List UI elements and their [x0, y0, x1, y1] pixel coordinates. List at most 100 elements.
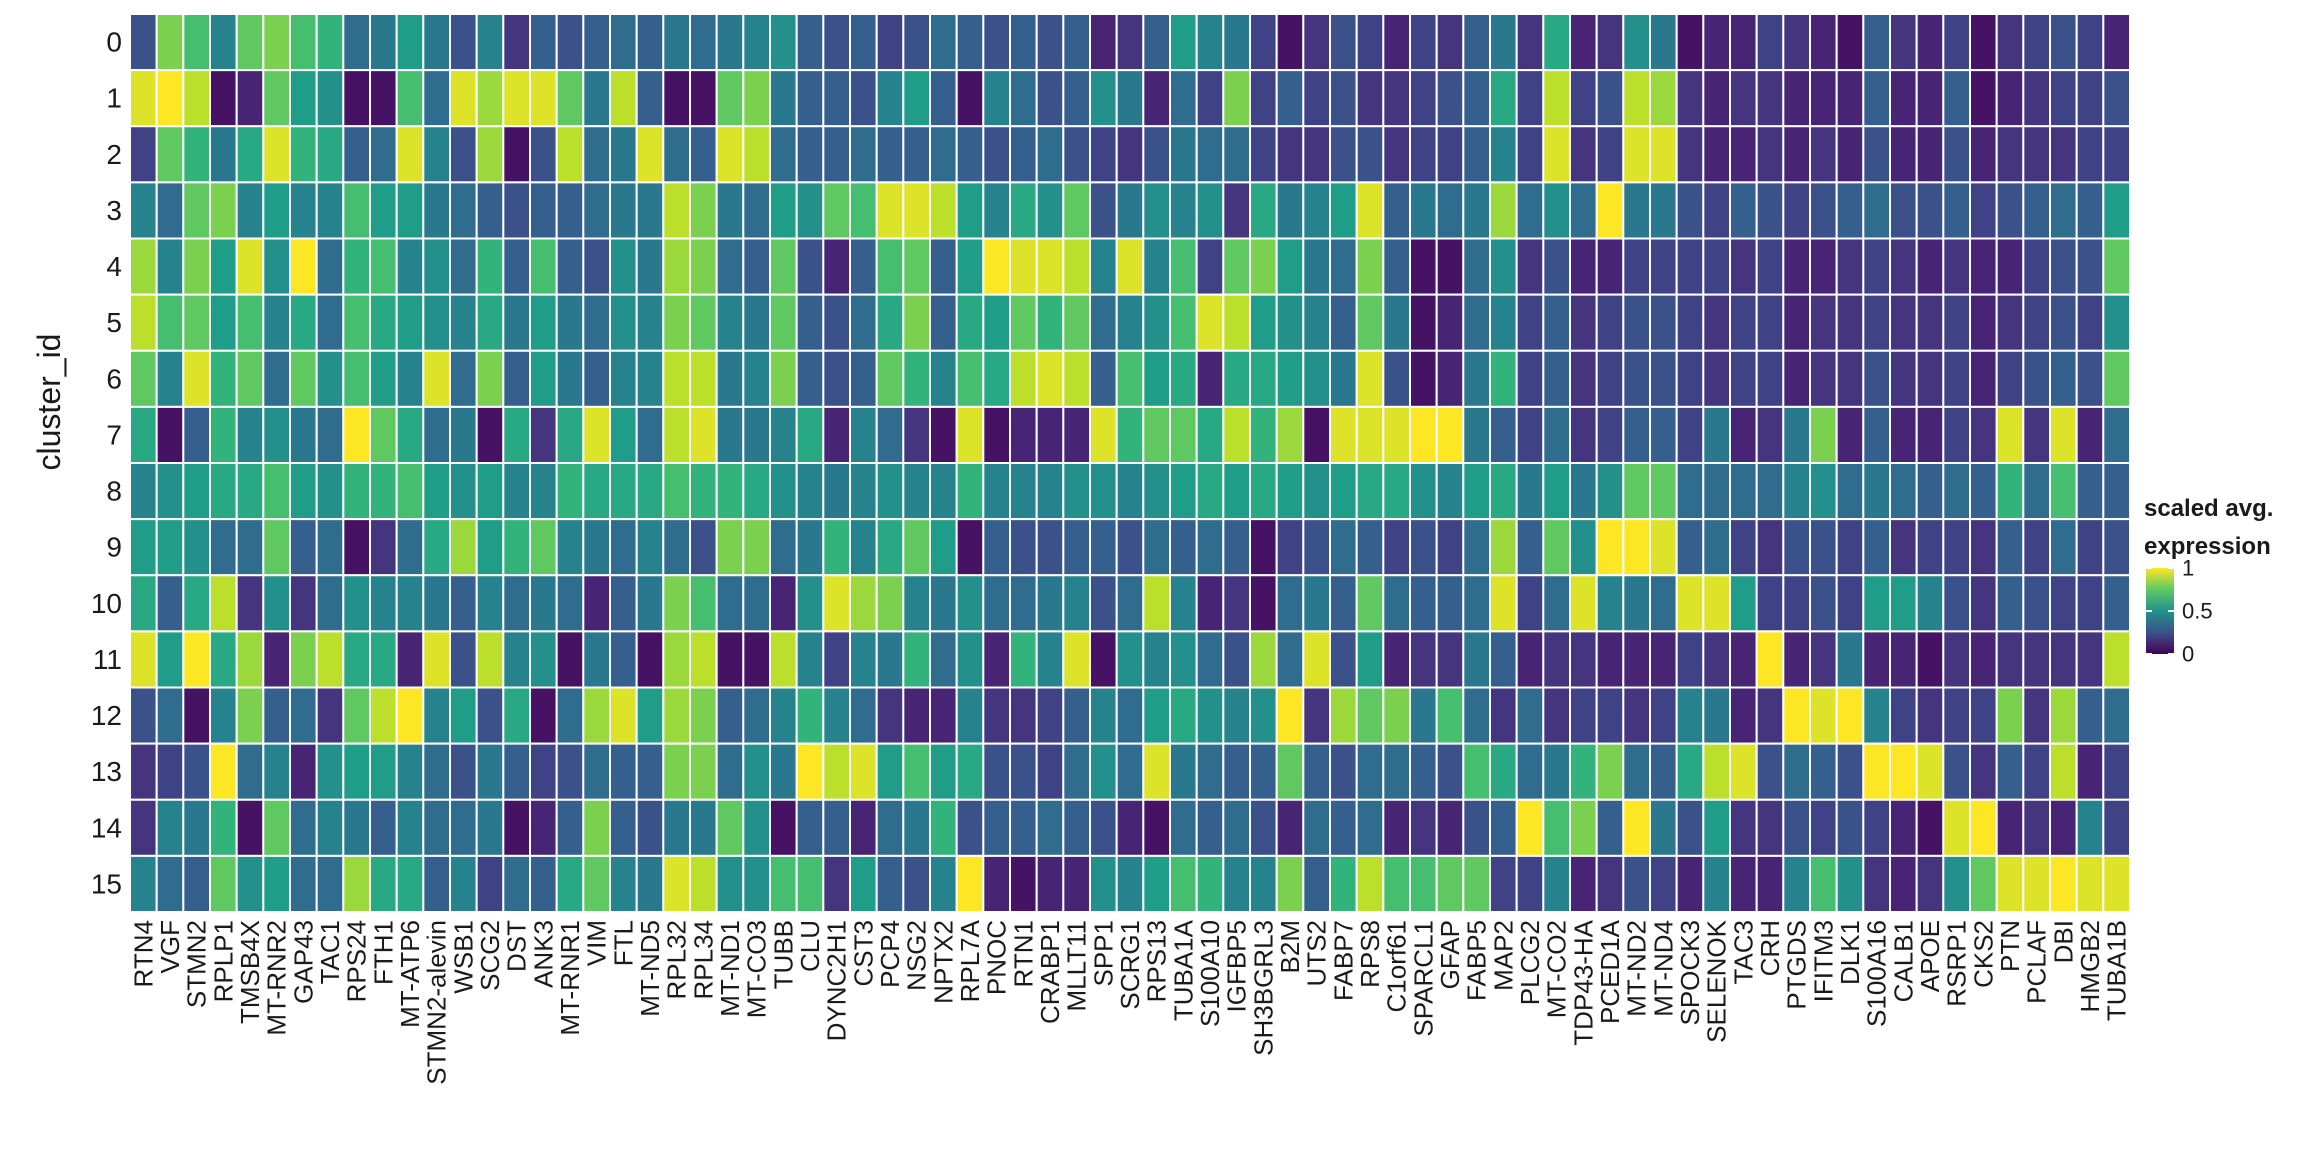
heatmap-cell — [1462, 293, 1491, 352]
heatmap-cell — [2075, 854, 2105, 914]
heatmap-cell — [182, 854, 212, 914]
gene-tick-label: SCG2 — [475, 920, 505, 991]
heatmap-cell — [182, 742, 212, 801]
heatmap-cell — [769, 462, 798, 521]
heatmap-cell — [502, 686, 531, 745]
heatmap-cell — [662, 854, 692, 914]
heatmap-cell — [1409, 293, 1438, 352]
heatmap-cell — [1915, 349, 1945, 408]
heatmap-cell — [369, 13, 398, 72]
heatmap-cell — [1062, 69, 1091, 128]
heatmap-cell — [1809, 798, 1838, 857]
heatmap-cell — [369, 518, 398, 577]
heatmap-cell — [315, 125, 345, 184]
heatmap-cell — [1489, 742, 1518, 801]
heatmap-cell — [289, 518, 318, 577]
heatmap-cell — [1515, 742, 1545, 801]
heatmap-cell — [902, 798, 932, 857]
heatmap-cell — [1382, 125, 1411, 184]
heatmap-cell — [289, 798, 318, 857]
heatmap-cell — [582, 237, 612, 296]
heatmap-cell — [2102, 798, 2132, 857]
heatmap-cell — [1862, 518, 1891, 577]
heatmap-cell — [1755, 349, 1785, 408]
heatmap-cell — [1782, 349, 1811, 408]
heatmap-cell — [1115, 349, 1145, 408]
gene-tick-label: NSG2 — [902, 920, 932, 991]
heatmap-cell — [1809, 686, 1838, 745]
heatmap-cell — [2022, 518, 2051, 577]
heatmap-cell — [1595, 574, 1625, 633]
heatmap-cell — [1382, 349, 1411, 408]
heatmap-cell — [315, 462, 345, 521]
heatmap-cell — [2102, 630, 2132, 689]
heatmap-cell — [689, 13, 718, 72]
heatmap-cell — [1275, 349, 1305, 408]
heatmap-cell — [1515, 125, 1545, 184]
heatmap-cell — [1275, 462, 1305, 521]
heatmap-cell — [395, 13, 425, 72]
heatmap-cell — [1035, 574, 1065, 633]
heatmap-cell — [502, 462, 531, 521]
heatmap-cell — [1329, 13, 1358, 72]
heatmap-cell — [849, 293, 878, 352]
heatmap-cell — [1062, 574, 1091, 633]
heatmap-cell — [582, 293, 612, 352]
heatmap-cell — [129, 574, 158, 633]
heatmap-cell — [2022, 742, 2051, 801]
heatmap-cell — [2075, 742, 2105, 801]
heatmap-cell — [1862, 462, 1891, 521]
heatmap-cell — [1515, 293, 1545, 352]
heatmap-cell — [715, 462, 745, 521]
heatmap-cell — [1275, 405, 1305, 465]
heatmap-cell — [2075, 125, 2105, 184]
heatmap-cell — [1195, 13, 1225, 72]
heatmap-cell — [235, 686, 265, 745]
heatmap-cell — [795, 742, 825, 801]
heatmap-cell — [449, 349, 478, 408]
heatmap-cell — [555, 854, 585, 914]
legend-tick-label: 1 — [2182, 556, 2194, 581]
legend-ticks: 10.50 — [2146, 556, 2213, 667]
heatmap-cell — [1435, 462, 1465, 521]
heatmap-cell — [1995, 69, 2025, 128]
heatmap-cell — [529, 462, 558, 521]
heatmap-cell — [342, 69, 371, 128]
heatmap-cell — [1542, 181, 1571, 240]
heatmap-cell — [422, 293, 451, 352]
heatmap-cell — [449, 742, 478, 801]
heatmap-cell — [1755, 293, 1785, 352]
heatmap-cell — [1142, 630, 1171, 689]
heatmap-cell — [1595, 69, 1625, 128]
heatmap-cell — [1382, 574, 1411, 633]
heatmap-cell — [262, 125, 291, 184]
heatmap-cell — [2049, 13, 2078, 72]
heatmap-cell — [1969, 462, 1998, 521]
heatmap-cell — [1702, 462, 1731, 521]
heatmap-cell — [982, 462, 1012, 521]
heatmap-cell — [1009, 405, 1038, 465]
heatmap-cell — [849, 125, 878, 184]
heatmap-cell — [1622, 13, 1651, 72]
heatmap-cell — [1782, 742, 1811, 801]
heatmap-cell — [262, 798, 291, 857]
heatmap-cell — [609, 13, 638, 72]
heatmap-cell — [849, 798, 878, 857]
heatmap-cell — [2049, 630, 2078, 689]
heatmap-cell — [1435, 125, 1465, 184]
heatmap-cell — [795, 293, 825, 352]
heatmap-cell — [875, 854, 905, 914]
heatmap-cell — [849, 518, 878, 577]
heatmap-cell — [1489, 574, 1518, 633]
heatmap-cell — [209, 854, 238, 914]
heatmap-cell — [1035, 181, 1065, 240]
heatmap-cell — [529, 742, 558, 801]
heatmap-cell — [1329, 237, 1358, 296]
heatmap-cell — [1515, 349, 1545, 408]
heatmap-cell — [1622, 686, 1651, 745]
heatmap-cell — [1809, 742, 1838, 801]
heatmap-cell — [1035, 742, 1065, 801]
heatmap-cell — [262, 69, 291, 128]
heatmap-cell — [449, 462, 478, 521]
heatmap-cell — [129, 293, 158, 352]
